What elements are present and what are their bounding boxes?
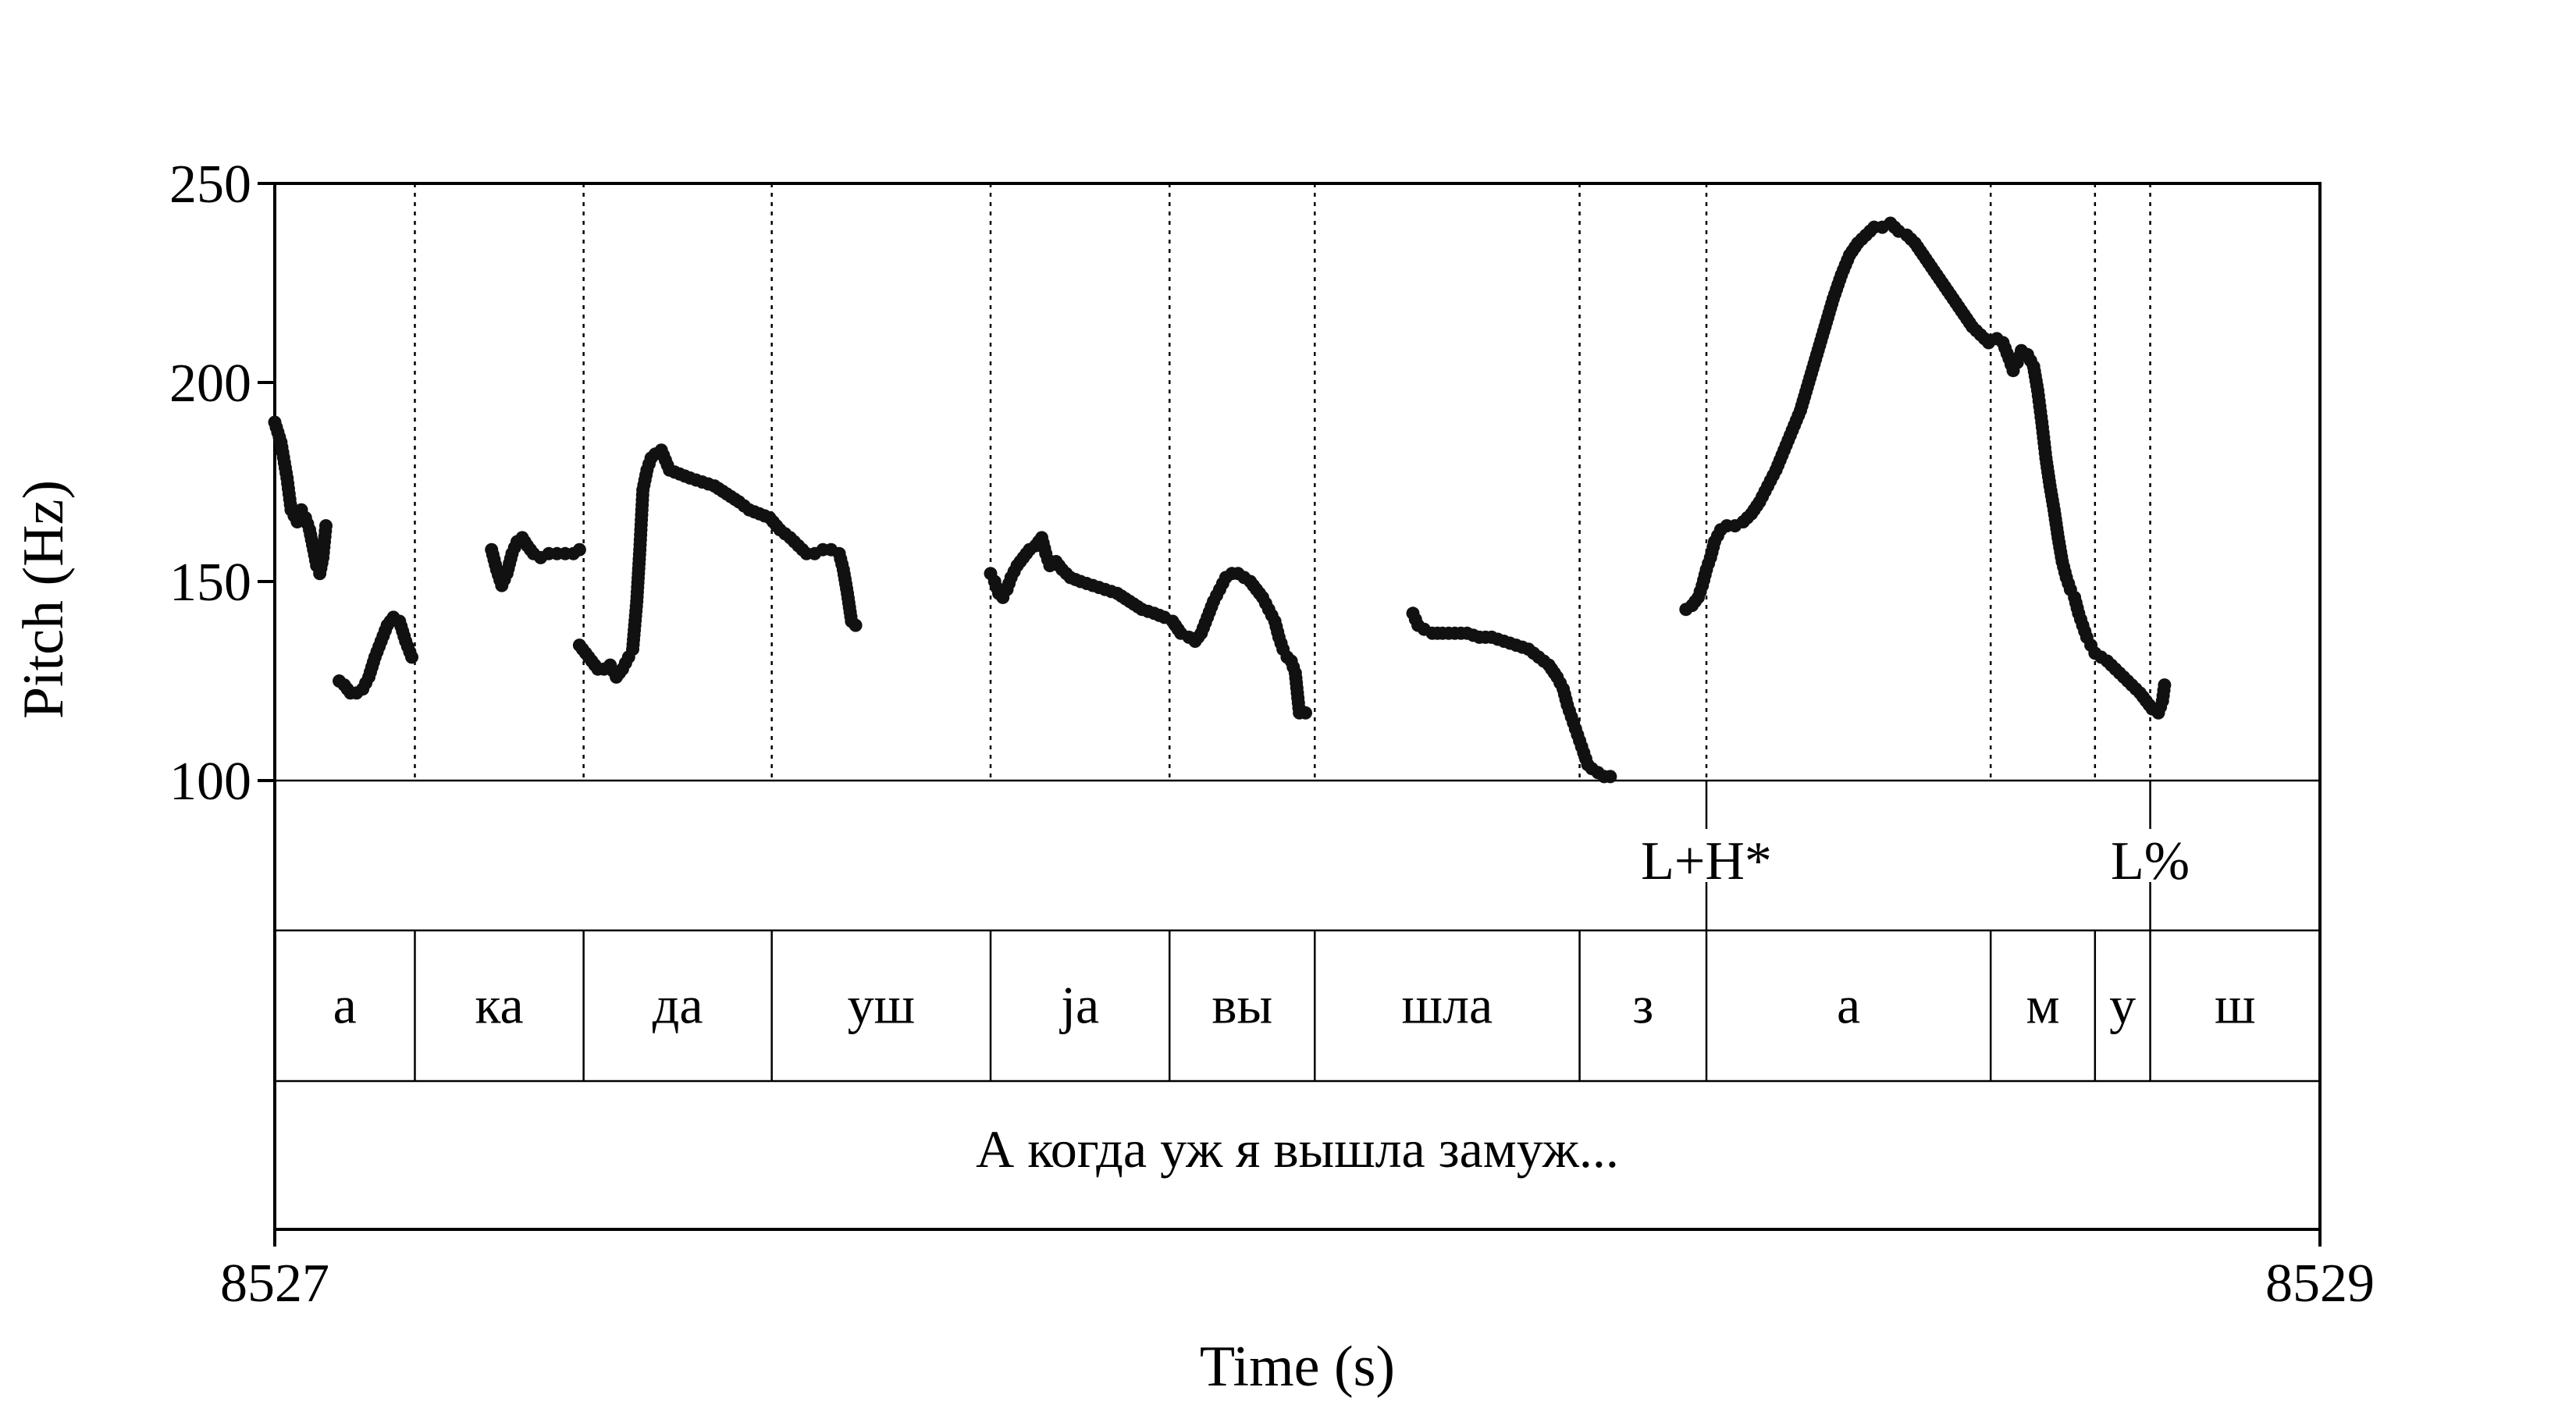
pitch-point xyxy=(1298,706,1312,720)
segment-label: ш xyxy=(2215,976,2255,1035)
segment-label: а xyxy=(333,976,357,1035)
segment-label: ка xyxy=(475,976,523,1035)
y-tick-label: 150 xyxy=(169,553,251,613)
x-tick-label: 8527 xyxy=(220,1254,329,1314)
y-axis: 100 150 200 250 xyxy=(169,155,275,812)
x-axis-label: Time (s) xyxy=(1200,1335,1395,1399)
y-tick-label: 100 xyxy=(169,752,251,812)
segment-label: вы xyxy=(1212,976,1272,1035)
segment-label: шла xyxy=(1402,976,1493,1035)
pitch-point xyxy=(849,618,863,632)
segment-label: да xyxy=(653,976,703,1035)
segment-tier: а ка да уш јa вы шла з а м у ш xyxy=(333,976,2256,1035)
x-tick-label: 8529 xyxy=(2265,1254,2375,1314)
y-tick-label: 200 xyxy=(169,354,251,414)
segment-label: м xyxy=(2026,976,2059,1035)
figure-frame xyxy=(273,182,2322,1231)
tone-label: L+H* xyxy=(1641,831,1772,891)
segment-boundaries xyxy=(414,183,2151,1081)
x-axis: 8527 8529 xyxy=(220,1229,2375,1314)
pitch-point xyxy=(572,542,586,557)
pitch-point xyxy=(405,650,419,664)
tone-tier: L+H* L% xyxy=(1641,781,2190,930)
pitch-track xyxy=(268,216,2172,784)
pitch-point xyxy=(319,519,333,533)
sentence-label: А когда уж я вышла замуж... xyxy=(976,1119,1619,1179)
segment-label: у xyxy=(2109,976,2136,1035)
segment-label: з xyxy=(1632,976,1653,1035)
y-axis-label: Pitch (Hz) xyxy=(12,480,76,719)
tone-label: L% xyxy=(2111,831,2190,891)
segment-label: јa xyxy=(1059,976,1099,1035)
y-tick-label: 250 xyxy=(169,155,251,215)
segment-label: а xyxy=(1837,976,1860,1035)
pitch-point xyxy=(2158,678,2172,692)
segment-label: уш xyxy=(848,976,915,1035)
pitch-point xyxy=(1603,770,1617,784)
